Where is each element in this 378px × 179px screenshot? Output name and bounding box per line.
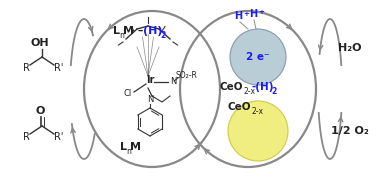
Text: CeO: CeO xyxy=(228,102,251,112)
Circle shape xyxy=(230,29,286,85)
Text: 1/2 O₂: 1/2 O₂ xyxy=(331,126,369,136)
Text: 2: 2 xyxy=(271,86,276,96)
Text: R': R' xyxy=(54,63,64,73)
Text: n: n xyxy=(126,146,131,156)
Text: 2 e⁻: 2 e⁻ xyxy=(246,52,270,62)
Text: L: L xyxy=(120,142,127,152)
Text: 2-x: 2-x xyxy=(243,86,255,96)
Text: R: R xyxy=(23,63,29,73)
Text: H₂O: H₂O xyxy=(338,43,362,53)
Text: R': R' xyxy=(54,132,64,142)
Circle shape xyxy=(228,101,288,161)
Text: M –: M – xyxy=(123,26,147,36)
Text: +: + xyxy=(243,11,249,17)
Text: R: R xyxy=(23,132,29,142)
Text: N: N xyxy=(147,96,153,105)
Text: 2-x: 2-x xyxy=(251,107,263,115)
Text: H: H xyxy=(234,11,242,21)
Text: 2: 2 xyxy=(160,30,165,40)
Text: -(H): -(H) xyxy=(252,82,274,92)
Text: O: O xyxy=(35,106,45,116)
Text: OH: OH xyxy=(31,38,49,48)
Text: L: L xyxy=(113,26,120,36)
Text: H: H xyxy=(249,9,257,19)
Text: N: N xyxy=(170,78,177,86)
Text: Cl: Cl xyxy=(124,90,132,98)
Text: Ir: Ir xyxy=(146,75,154,85)
Text: CeO: CeO xyxy=(220,82,243,92)
Text: SO₂-R: SO₂-R xyxy=(176,71,198,79)
Text: M: M xyxy=(130,142,141,152)
Text: n: n xyxy=(119,30,124,40)
Text: (H): (H) xyxy=(143,26,163,36)
Text: +: + xyxy=(258,9,264,15)
